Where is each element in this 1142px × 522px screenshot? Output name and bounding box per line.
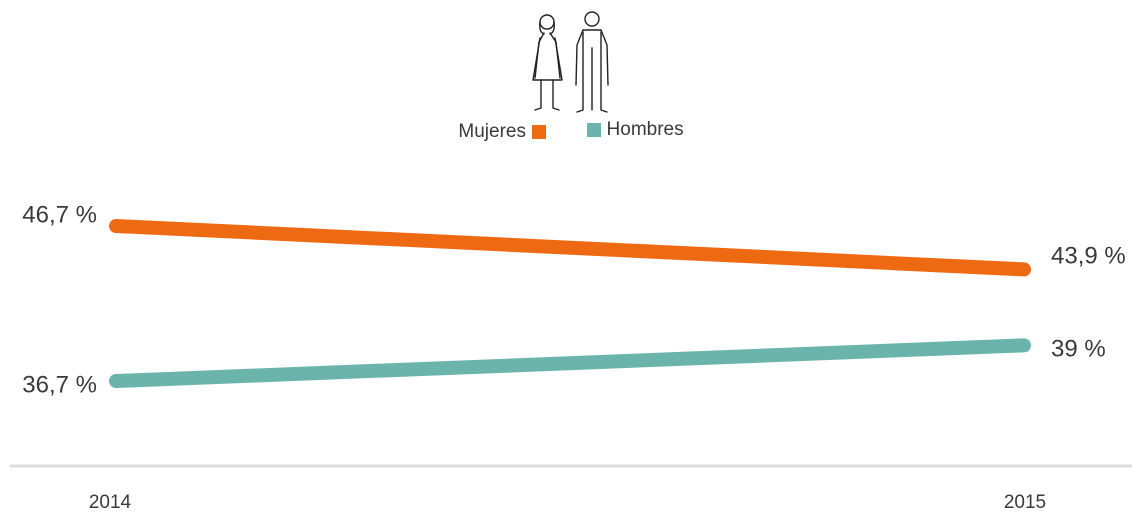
man-figure-icon <box>575 11 609 113</box>
series-line-hombres <box>109 338 1031 388</box>
data-label-mujeres-2015: 43,9 % <box>1051 243 1126 270</box>
x-tick-2014: 2014 <box>89 492 132 513</box>
woman-figure-icon <box>532 14 563 111</box>
series-line-mujeres <box>109 219 1031 277</box>
legend: Mujeres Hombres <box>0 119 1142 143</box>
legend-label-mujeres: Mujeres <box>458 121 526 142</box>
data-label-mujeres-2014: 46,7 % <box>22 201 97 228</box>
data-label-hombres-2015: 39 % <box>1051 336 1106 363</box>
legend-item-mujeres: Mujeres <box>458 121 546 143</box>
legend-swatch-mujeres <box>531 125 546 139</box>
legend-item-hombres: Hombres <box>586 119 684 141</box>
x-tick-2015: 2015 <box>1004 492 1046 513</box>
data-label-hombres-2014: 36,7 % <box>22 371 97 398</box>
legend-swatch-hombres <box>586 123 601 137</box>
legend-label-hombres: Hombres <box>606 119 684 140</box>
